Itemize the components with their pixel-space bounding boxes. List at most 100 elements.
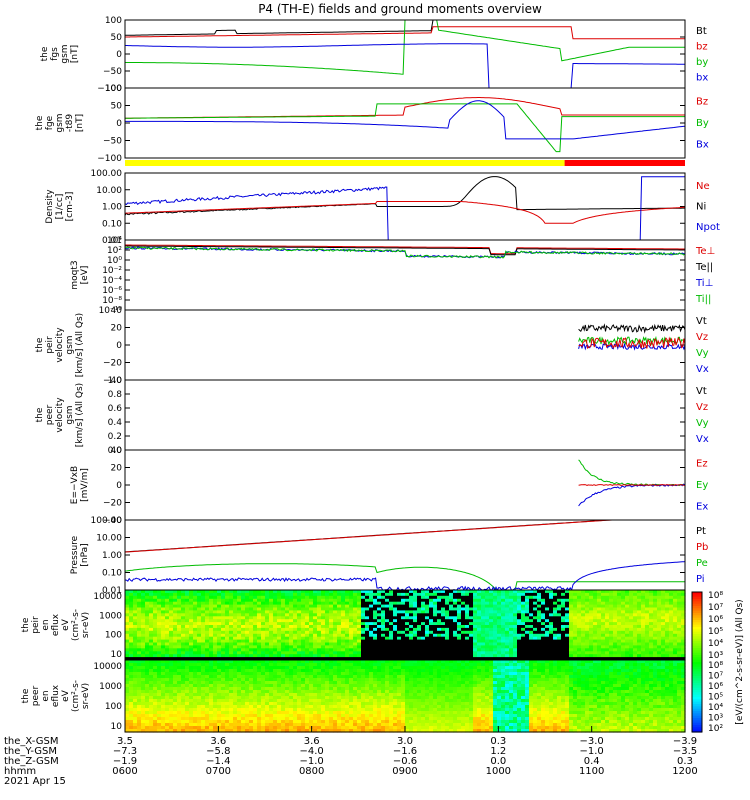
heatmap-cell bbox=[177, 639, 182, 644]
heatmap-cell bbox=[565, 601, 570, 606]
heatmap-cell bbox=[229, 642, 234, 646]
heatmap-cell bbox=[601, 645, 606, 649]
heatmap-cell bbox=[673, 651, 678, 655]
heatmap-cell bbox=[285, 607, 290, 611]
heatmap-cell bbox=[337, 613, 342, 617]
heatmap-cell bbox=[301, 708, 306, 712]
heatmap-cell bbox=[585, 627, 590, 632]
heatmap-cell bbox=[361, 607, 366, 611]
heatmap-cell bbox=[557, 630, 562, 635]
heatmap-cell bbox=[165, 684, 170, 688]
heatmap-cell bbox=[473, 654, 478, 658]
heatmap-cell bbox=[277, 619, 282, 623]
heatmap-cell bbox=[317, 660, 322, 664]
heatmap-cell bbox=[205, 711, 210, 715]
heatmap-cell bbox=[641, 625, 646, 629]
heatmap-cell bbox=[573, 654, 578, 658]
heatmap-cell bbox=[345, 610, 350, 614]
heatmap-cell bbox=[129, 633, 134, 638]
heatmap-cell bbox=[529, 627, 534, 632]
heatmap-cell bbox=[233, 604, 238, 609]
heatmap-cell bbox=[125, 684, 130, 688]
heatmap-cell bbox=[149, 702, 154, 706]
heatmap-cell bbox=[301, 648, 306, 652]
heatmap-cell bbox=[529, 601, 534, 606]
heatmap-cell bbox=[289, 672, 294, 676]
heatmap-cell bbox=[293, 690, 298, 694]
heatmap-cell bbox=[301, 705, 306, 709]
heatmap-cell bbox=[285, 729, 290, 733]
heatmap-cell bbox=[217, 657, 222, 661]
heatmap-cell bbox=[637, 648, 642, 652]
heatmap-cell bbox=[185, 696, 190, 700]
heatmap-cell bbox=[409, 610, 414, 614]
heatmap-cell bbox=[645, 657, 650, 661]
heatmap-cell bbox=[517, 648, 522, 652]
heatmap-cell bbox=[289, 663, 294, 667]
heatmap-cell bbox=[353, 639, 358, 644]
heatmap-cell bbox=[349, 708, 354, 712]
heatmap-cell bbox=[137, 693, 142, 697]
heatmap-cell bbox=[329, 639, 334, 644]
y-tick-label: 10⁻⁸ bbox=[102, 296, 122, 306]
heatmap-cell bbox=[381, 651, 386, 655]
heatmap-cell bbox=[397, 639, 402, 644]
heatmap-cell bbox=[309, 639, 314, 644]
heatmap-cell bbox=[265, 690, 270, 694]
heatmap-cell bbox=[193, 592, 198, 597]
heatmap-cell bbox=[185, 645, 190, 649]
heatmap-cell bbox=[137, 654, 142, 658]
heatmap-cell bbox=[305, 590, 310, 594]
heatmap-cell bbox=[617, 633, 622, 638]
heatmap-cell bbox=[169, 648, 174, 652]
heatmap-cell bbox=[345, 648, 350, 652]
heatmap-cell bbox=[329, 663, 334, 667]
y-tick-label: 50 bbox=[111, 33, 123, 43]
heatmap-cell bbox=[481, 595, 486, 600]
heatmap-cell bbox=[433, 645, 438, 649]
heatmap-cell bbox=[481, 633, 486, 638]
heatmap-cell bbox=[465, 613, 470, 617]
heatmap-cell bbox=[285, 705, 290, 709]
heatmap-cell bbox=[593, 601, 598, 606]
heatmap-cell bbox=[173, 678, 178, 682]
heatmap-cell bbox=[317, 622, 322, 626]
heatmap-cell bbox=[197, 639, 202, 644]
legend-entry: Pi bbox=[696, 574, 705, 585]
heatmap-cell bbox=[681, 622, 686, 626]
heatmap-cell bbox=[605, 633, 610, 638]
heatmap-cell bbox=[153, 702, 158, 706]
heatmap-cell bbox=[445, 648, 450, 652]
heatmap-cell bbox=[501, 601, 506, 606]
heatmap-cell bbox=[313, 690, 318, 694]
heatmap-cell bbox=[265, 687, 270, 691]
heatmap-cell bbox=[533, 601, 538, 606]
heatmap-cell bbox=[325, 636, 330, 641]
heatmap-cell bbox=[129, 642, 134, 646]
heatmap-cell bbox=[325, 604, 330, 609]
heatmap-cell bbox=[337, 627, 342, 632]
heatmap-cell bbox=[237, 645, 242, 649]
heatmap-cell bbox=[509, 590, 514, 594]
heatmap-cell bbox=[625, 651, 630, 655]
y-axis-label: sr-eV) bbox=[81, 612, 91, 638]
heatmap-cell bbox=[153, 607, 158, 611]
heatmap-cell bbox=[241, 598, 246, 603]
heatmap-cell bbox=[441, 639, 446, 644]
heatmap-cell bbox=[305, 720, 310, 724]
heatmap-cell bbox=[245, 604, 250, 609]
legend-entry: Bx bbox=[696, 139, 709, 150]
heatmap-cell bbox=[137, 678, 142, 682]
heatmap-cell bbox=[397, 622, 402, 626]
heatmap-cell bbox=[201, 663, 206, 667]
heatmap-cell bbox=[577, 607, 582, 611]
heatmap-cell bbox=[633, 630, 638, 635]
heatmap-cell bbox=[545, 642, 550, 646]
heatmap-cell bbox=[625, 642, 630, 646]
heatmap-cell bbox=[317, 723, 322, 727]
heatmap-cell bbox=[193, 696, 198, 700]
heatmap-cell bbox=[489, 613, 494, 617]
heatmap-cell bbox=[377, 633, 382, 638]
heatmap-cell bbox=[241, 645, 246, 649]
heatmap-cell bbox=[169, 610, 174, 614]
